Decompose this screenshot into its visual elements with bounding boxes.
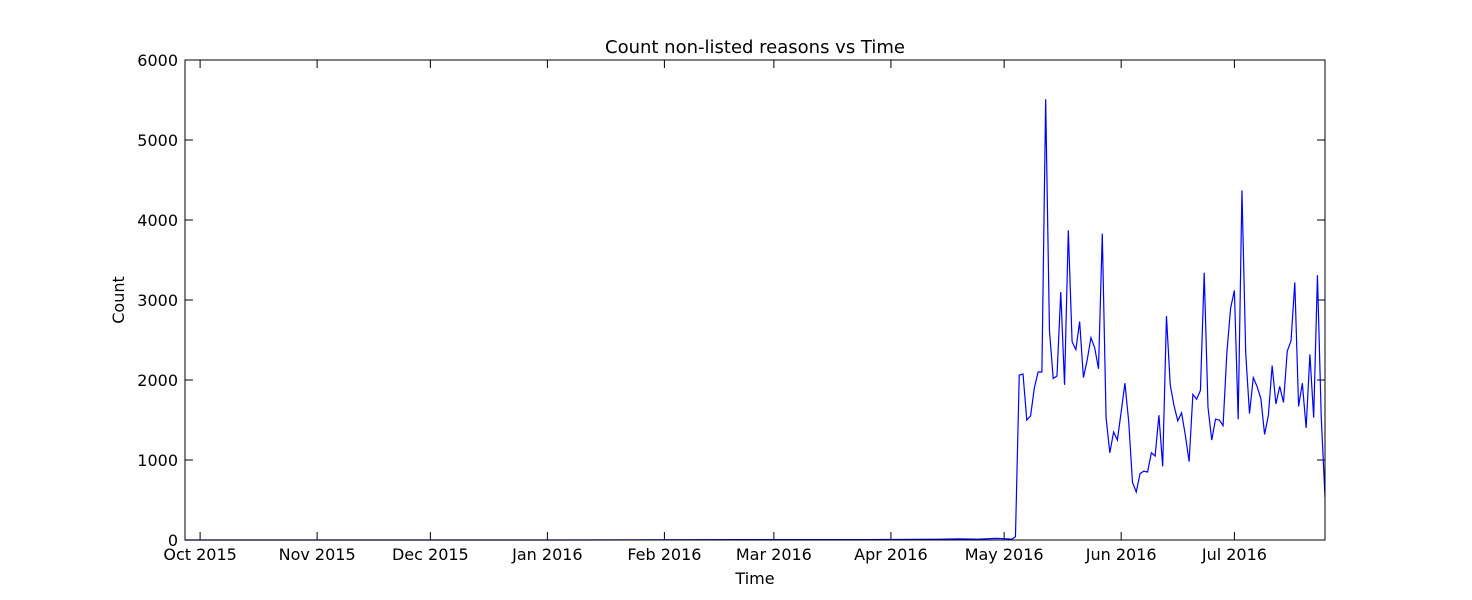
data-line xyxy=(185,99,1326,541)
y-tick-label: 2000 xyxy=(137,371,178,390)
x-tick-label: Jan 2016 xyxy=(511,545,582,564)
y-tick-label: 4000 xyxy=(137,211,178,230)
x-axis-label: Time xyxy=(734,569,774,588)
y-tick-label: 6000 xyxy=(137,51,178,70)
x-tick-label: Oct 2015 xyxy=(163,545,236,564)
x-tick-label: May 2016 xyxy=(965,545,1044,564)
y-axis-label: Count xyxy=(109,276,128,324)
y-tick-label: 1000 xyxy=(137,451,178,470)
x-tick-label: Apr 2016 xyxy=(854,545,927,564)
y-tick-label: 3000 xyxy=(137,291,178,310)
chart-title: Count non-listed reasons vs Time xyxy=(605,37,905,58)
plot-frame xyxy=(184,59,1326,541)
x-tick-label: Mar 2016 xyxy=(736,545,812,564)
x-tick-label: Dec 2015 xyxy=(392,545,469,564)
x-tick-label: Jul 2016 xyxy=(1201,545,1267,564)
x-tick-label: Nov 2015 xyxy=(279,545,356,564)
y-tick-label: 0 xyxy=(168,531,178,550)
y-tick-label: 5000 xyxy=(137,131,178,150)
x-tick-label: Jun 2016 xyxy=(1085,545,1157,564)
x-tick-label: Feb 2016 xyxy=(627,545,701,564)
